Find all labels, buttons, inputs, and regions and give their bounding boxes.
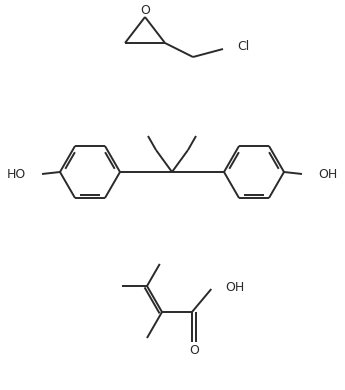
Text: O: O: [140, 4, 150, 16]
Text: Cl: Cl: [237, 41, 249, 53]
Text: HO: HO: [7, 167, 26, 181]
Text: OH: OH: [318, 167, 337, 181]
Text: OH: OH: [225, 280, 245, 294]
Text: O: O: [189, 344, 199, 356]
